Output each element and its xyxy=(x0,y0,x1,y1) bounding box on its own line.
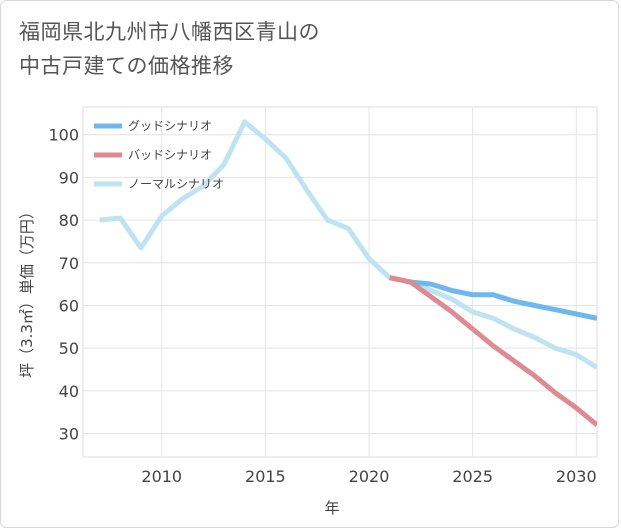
legend-label: グッドシナリオ xyxy=(128,119,212,133)
series-line xyxy=(99,119,597,370)
chart-title-line1: 福岡県北九州市八幡西区青山の xyxy=(19,20,320,44)
x-tick-label: 2025 xyxy=(452,467,493,486)
y-tick-label: 60 xyxy=(59,296,79,315)
y-tick-label: 40 xyxy=(59,382,79,401)
x-tick-label: 2030 xyxy=(556,467,597,486)
plot-frame xyxy=(82,106,598,458)
series-line xyxy=(389,275,597,321)
x-tick-label: 2015 xyxy=(245,467,286,486)
y-axis-label: 坪（3.3㎡）単価（万円） xyxy=(18,204,36,378)
y-tick-label: 80 xyxy=(59,211,79,230)
y-tick-label: 90 xyxy=(59,168,79,187)
tick-labels: 30 40 50 60 70 80 90 100 2010 2015 2020 2025 2030 xyxy=(48,126,596,486)
x-tick-label: 2020 xyxy=(349,467,390,486)
series-layer xyxy=(99,119,597,427)
x-axis-label: 年 xyxy=(324,499,339,517)
series-line xyxy=(389,275,597,427)
grid-lines xyxy=(82,106,598,458)
chart-title-line2: 中古戸建ての価格推移 xyxy=(19,54,234,78)
y-tick-label: 50 xyxy=(59,339,79,358)
y-tick-label: 100 xyxy=(48,126,79,145)
legend-label: バッドシナリオ xyxy=(128,148,212,162)
legend-label: ノーマルシナリオ xyxy=(128,177,224,191)
y-tick-label: 30 xyxy=(59,425,79,444)
x-tick-label: 2010 xyxy=(141,467,182,486)
y-tick-label: 70 xyxy=(59,254,79,273)
chart-title: 福岡県北九州市八幡西区青山の 中古戸建ての価格推移 xyxy=(19,15,579,83)
